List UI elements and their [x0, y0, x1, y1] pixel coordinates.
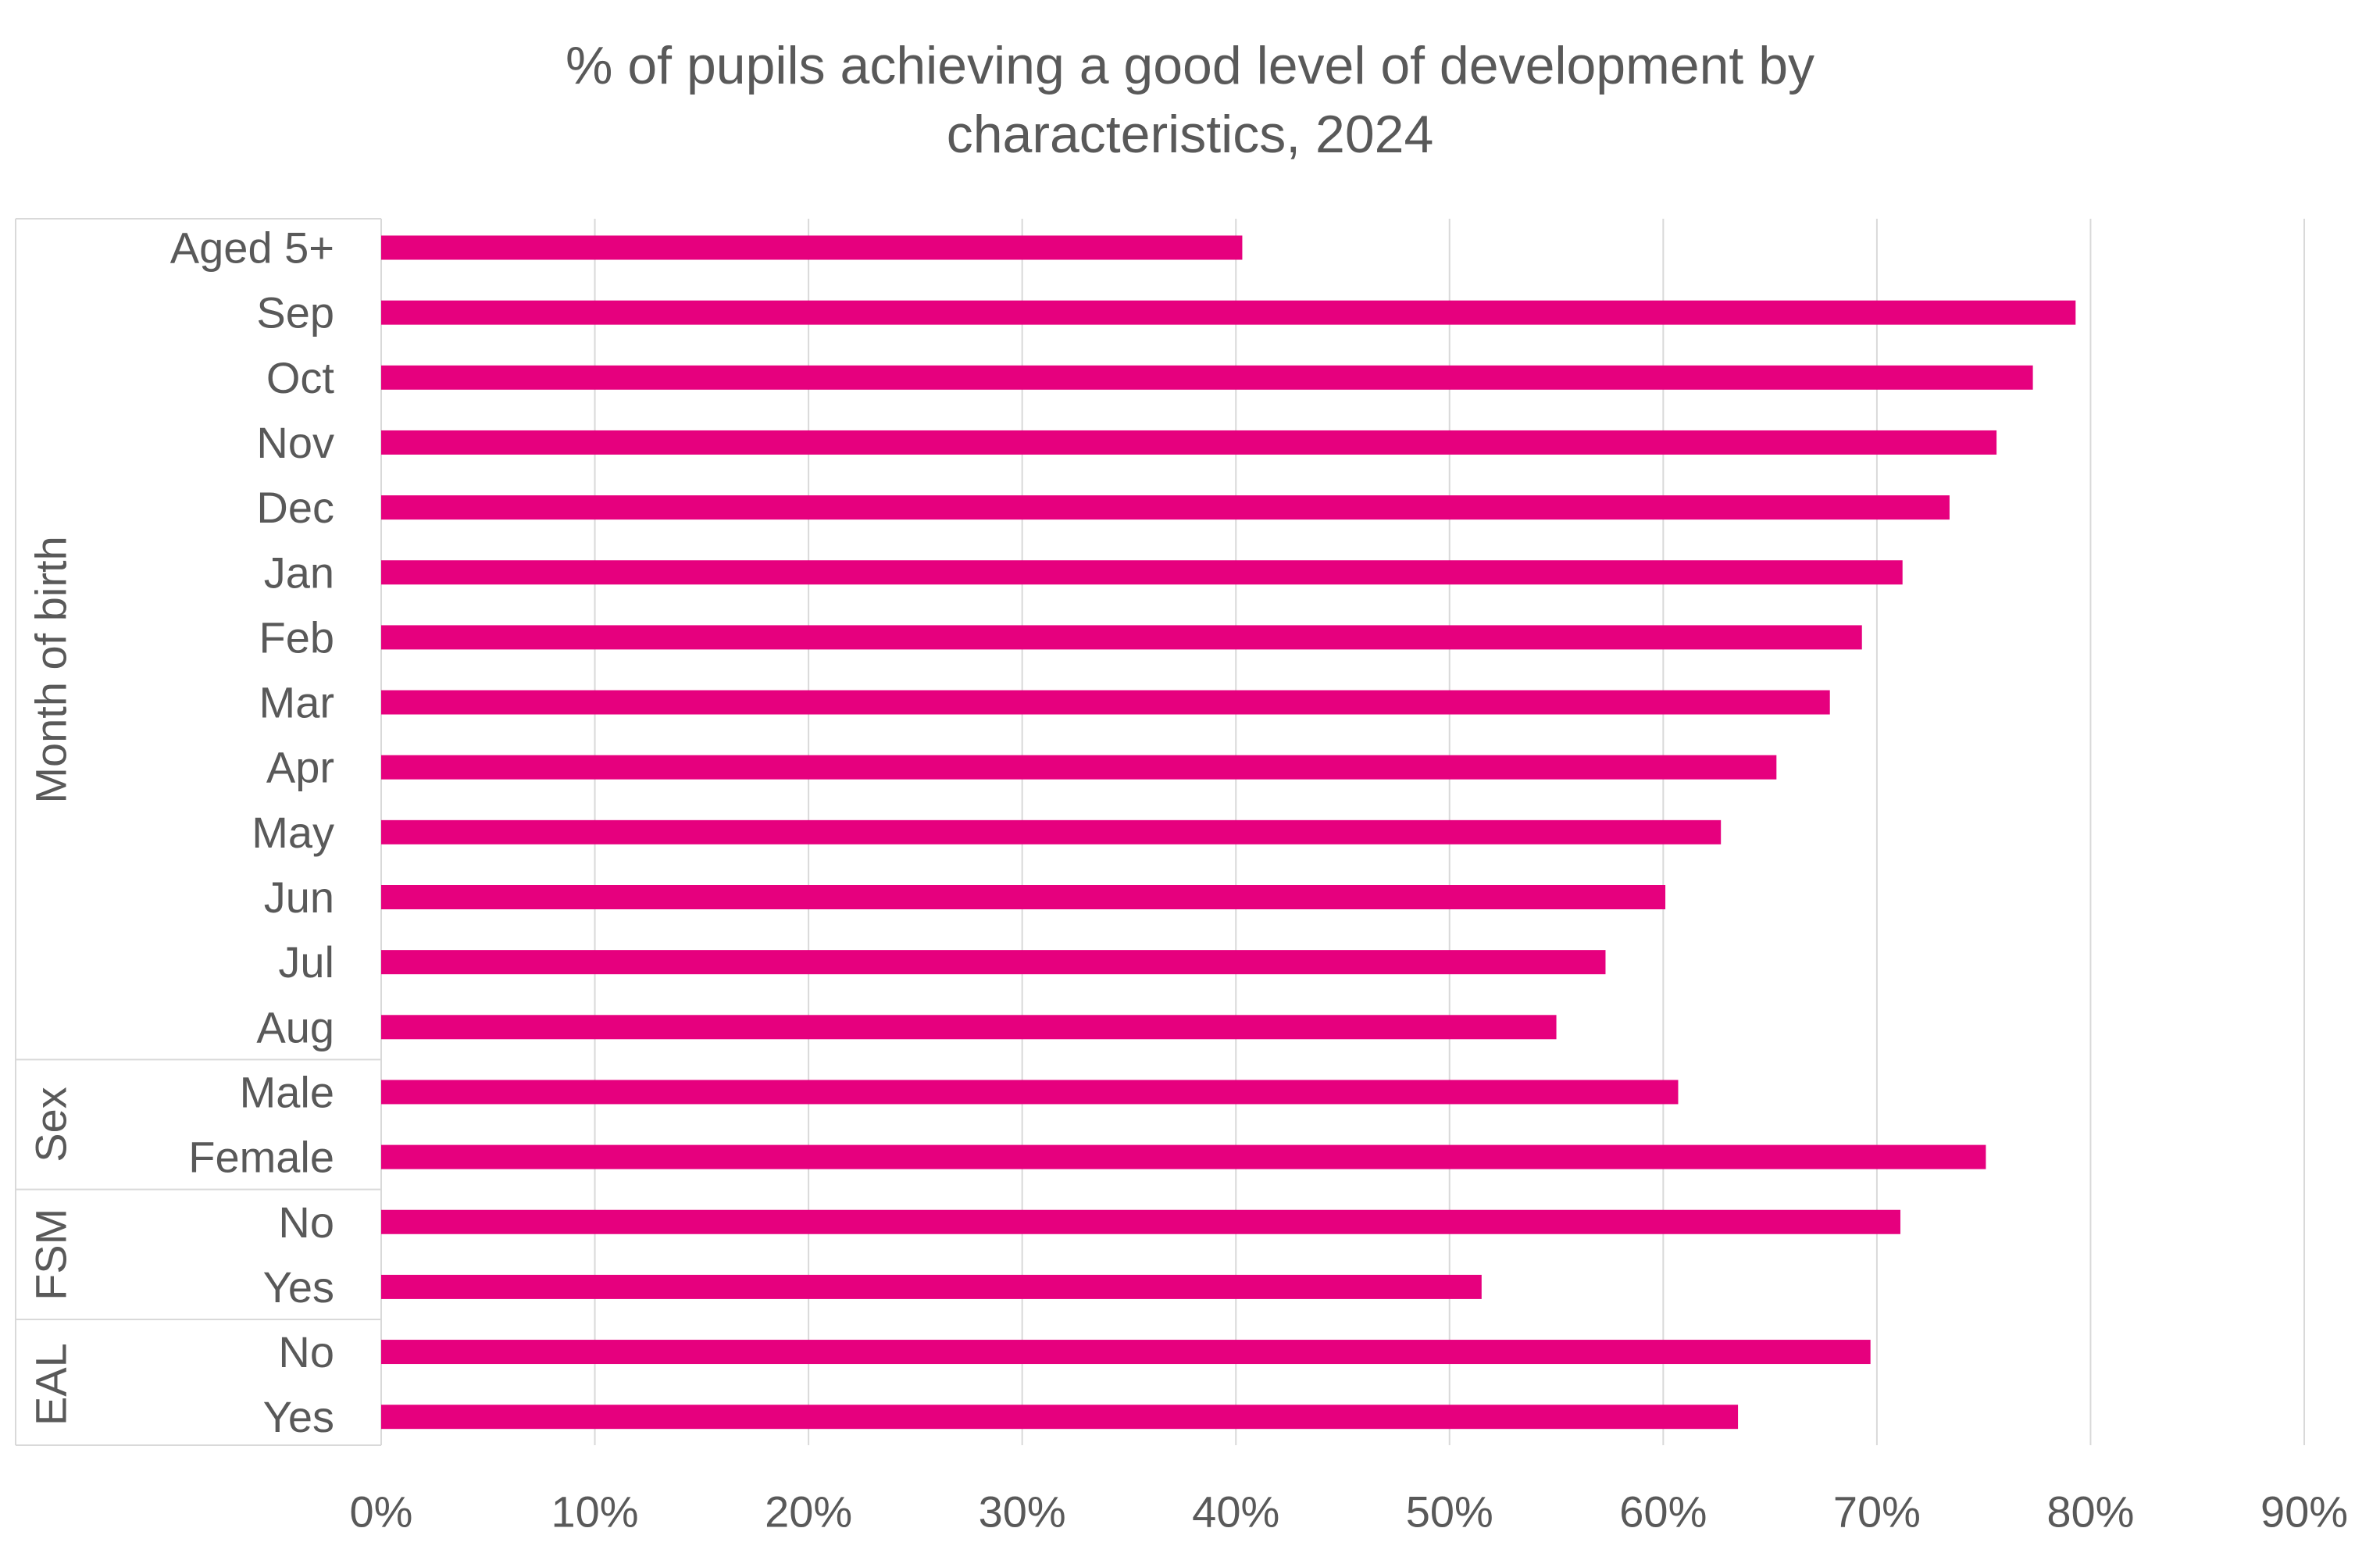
bar [381, 1209, 1900, 1234]
group-label: EAL [27, 1343, 76, 1426]
category-label: Apr [266, 743, 334, 792]
bar [381, 495, 1950, 520]
bar [381, 235, 1243, 260]
category-label: Jul [278, 937, 334, 987]
bar [381, 1080, 1679, 1105]
bar [381, 365, 2033, 390]
category-label: Sep [256, 288, 334, 337]
x-tick-label: 70% [1833, 1487, 1921, 1537]
x-tick-label: 10% [551, 1487, 639, 1537]
group-label: Sex [27, 1087, 76, 1162]
category-label: Feb [259, 612, 335, 662]
x-tick-label: 40% [1192, 1487, 1279, 1537]
category-label: No [278, 1327, 334, 1376]
category-label: Nov [256, 418, 334, 467]
bar [381, 1015, 1557, 1040]
category-label: Yes [263, 1392, 334, 1441]
category-label: Male [240, 1067, 334, 1116]
category-label: Yes [263, 1262, 334, 1312]
bar [381, 560, 1903, 585]
bar [381, 1274, 1482, 1299]
category-label: May [252, 808, 334, 857]
category-label: Oct [266, 353, 335, 402]
bar [381, 430, 1997, 455]
bar [381, 300, 2076, 325]
bar [381, 950, 1606, 975]
category-label: No [278, 1198, 334, 1247]
x-tick-label: 30% [979, 1487, 1066, 1537]
x-tick-label: 90% [2260, 1487, 2348, 1537]
bar [381, 819, 1722, 844]
bar [381, 1340, 1871, 1365]
x-tick-label: 50% [1406, 1487, 1493, 1537]
x-tick-label: 60% [1619, 1487, 1707, 1537]
group-label: FSM [27, 1208, 76, 1301]
chart-title: % of pupils achieving a good level of de… [0, 31, 2380, 169]
bar [381, 690, 1830, 715]
x-tick-label: 80% [2046, 1487, 2134, 1537]
x-tick-label: 20% [765, 1487, 852, 1537]
x-tick-label: 0% [350, 1487, 413, 1537]
chart-title-line-1: % of pupils achieving a good level of de… [565, 36, 1815, 95]
category-label: Aug [256, 1002, 334, 1051]
category-label: Jun [264, 873, 334, 922]
group-label: Month of birth [27, 536, 76, 803]
chart-title-line-2: characteristics, 2024 [946, 105, 1434, 164]
category-label: Jan [264, 548, 334, 597]
bar [381, 625, 1862, 650]
bar [381, 885, 1666, 909]
bar [381, 1405, 1739, 1430]
category-label: Mar [259, 678, 334, 727]
category-label: Female [188, 1133, 334, 1182]
category-label: Aged 5+ [170, 223, 334, 273]
bar [381, 755, 1777, 780]
category-label: Dec [256, 483, 334, 532]
bar [381, 1144, 1986, 1169]
